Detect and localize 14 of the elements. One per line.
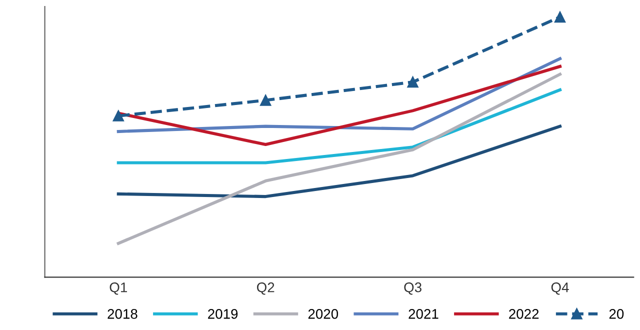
legend-label: 2019 [208,309,238,319]
x-tick-label: Q4 [551,282,569,295]
x-tick-label: Q1 [110,282,127,295]
point [554,11,566,23]
legend-label: 20 [609,309,624,319]
legend-label: 2018 [108,309,138,319]
legend-label: 2022 [509,309,539,319]
legend-label: 2020 [308,309,338,319]
point [112,110,124,122]
point [260,94,272,106]
x-tick-label: Q2 [256,282,274,295]
legend-label: 2021 [408,309,438,319]
point [407,76,418,88]
x-tick-label: Q3 [404,282,422,295]
